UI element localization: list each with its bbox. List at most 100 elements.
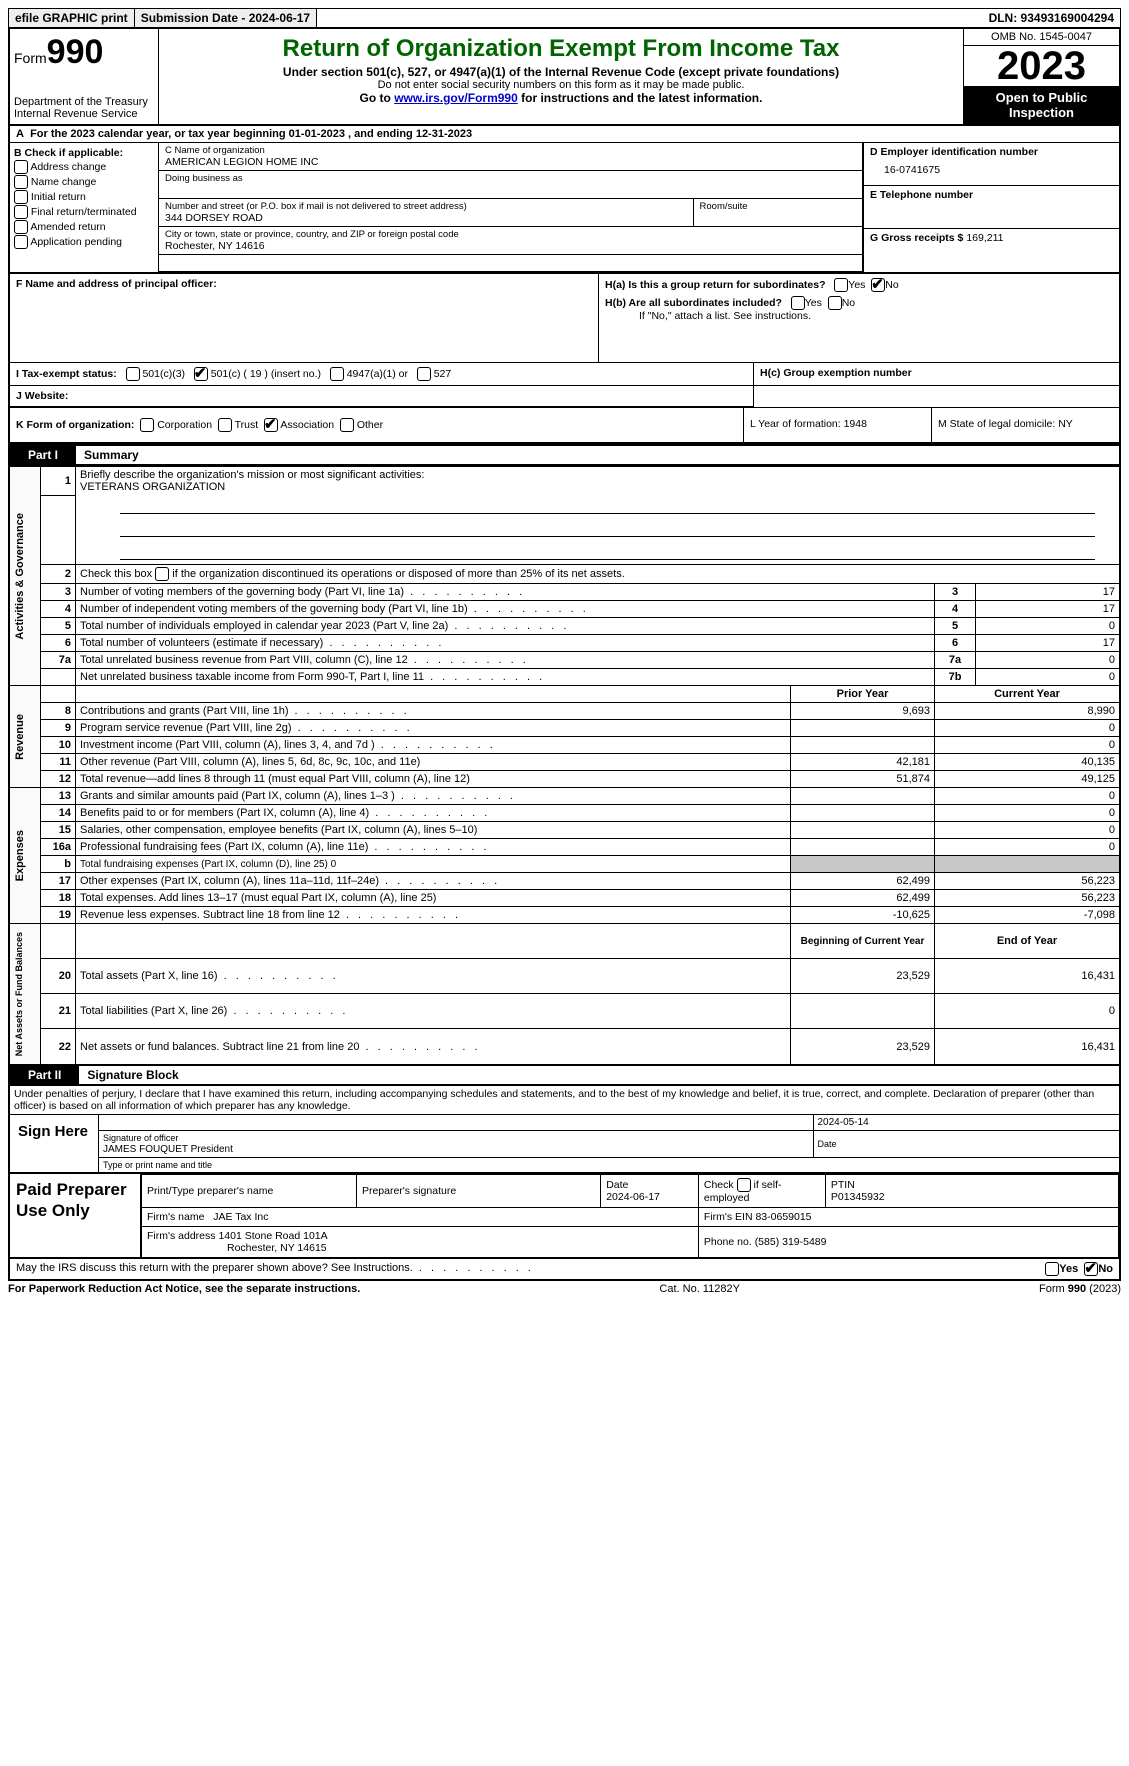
part1-title: Summary [76,446,147,464]
rev-row: 11Other revenue (Part VIII, column (A), … [9,754,1120,771]
vlabel-exp: Expenses [14,824,26,887]
prep-name-hdr: Print/Type preparer's name [142,1175,357,1208]
gov-row: 7aTotal unrelated business revenue from … [9,652,1120,669]
i-label: I Tax-exempt status: [16,368,117,380]
cb-address-change[interactable]: Address change [14,160,154,174]
firm-name: JAE Tax Inc [213,1211,268,1223]
form-title: Return of Organization Exempt From Incom… [163,35,959,63]
cb-corp[interactable] [140,418,154,432]
hb-no[interactable] [828,296,842,310]
cb-app-pending[interactable]: Application pending [14,235,154,249]
org-name: AMERICAN LEGION HOME INC [165,156,856,168]
dba-label: Doing business as [165,173,856,184]
c-name-label: C Name of organization [165,145,856,156]
tax-year: 2023 [964,46,1119,86]
hdr-current-year: Current Year [935,686,1121,703]
subtitle-3: Go to www.irs.gov/Form990 for instructio… [163,91,959,105]
efile-button[interactable]: efile GRAPHIC print [9,9,135,27]
gov-row: Net unrelated business taxable income fr… [9,669,1120,686]
phone-label: E Telephone number [870,189,1113,201]
line-a: A For the 2023 calendar year, or tax yea… [8,126,1121,143]
ha-yes[interactable] [834,278,848,292]
cb-name-change[interactable]: Name change [14,175,154,189]
sign-block: Sign Here 2024-05-14 Signature of office… [8,1114,1121,1174]
line-l: L Year of formation: 1948 [743,408,931,442]
part1-header: Part I Summary [8,444,1121,466]
cb-final-return[interactable]: Final return/terminated [14,205,154,219]
exp-row: 19Revenue less expenses. Subtract line 1… [9,907,1120,924]
part2-tag: Part II [10,1066,79,1084]
cb-4947[interactable] [330,367,344,381]
row-klm: K Form of organization: Corporation Trus… [8,408,1121,444]
col-b: B Check if applicable: Address change Na… [10,143,159,272]
discuss-no[interactable] [1084,1262,1098,1276]
cb-self-employed[interactable] [737,1178,751,1192]
penalties-text: Under penalties of perjury, I declare th… [8,1086,1121,1114]
subtitle-2: Do not enter social security numbers on … [163,79,959,91]
prep-selfemp: Check if self-employed [698,1175,825,1208]
h-a: H(a) Is this a group return for subordin… [605,278,1113,292]
q2-num: 2 [41,565,76,584]
h-c: H(c) Group exemption number [753,363,1119,386]
foot-left: For Paperwork Reduction Act Notice, see … [8,1283,360,1295]
footer: For Paperwork Reduction Act Notice, see … [8,1281,1121,1295]
exp-row: 15Salaries, other compensation, employee… [9,822,1120,839]
vlabel-gov: Activities & Governance [14,507,26,646]
cb-amended[interactable]: Amended return [14,220,154,234]
form-header: Form990 Department of the Treasury Inter… [8,29,1121,126]
net-row: 22Net assets or fund balances. Subtract … [9,1029,1120,1065]
k-label: K Form of organization: [16,419,134,431]
rev-row: 9Program service revenue (Part VIII, lin… [9,720,1120,737]
part2-title: Signature Block [79,1066,186,1084]
gov-row: 3Number of voting members of the governi… [9,584,1120,601]
q1-num: 1 [41,467,76,496]
cb-501c3[interactable] [126,367,140,381]
cb-527[interactable] [417,367,431,381]
hb-yes[interactable] [791,296,805,310]
city-label: City or town, state or province, country… [165,229,856,240]
rev-row: 10Investment income (Part VIII, column (… [9,737,1120,754]
foot-right: Form 990 (2023) [1039,1283,1121,1295]
cb-assoc[interactable] [264,418,278,432]
row-j: J Website: [8,386,1121,408]
q1-answer: VETERANS ORGANIZATION [80,481,225,493]
block-bcd: B Check if applicable: Address change Na… [8,143,1121,274]
top-bar: efile GRAPHIC print Submission Date - 20… [8,8,1121,29]
prep-date: 2024-06-17 [606,1191,660,1203]
part1-tag: Part I [10,446,76,464]
h-b2: If "No," attach a list. See instructions… [605,310,1113,322]
cb-501c[interactable] [194,367,208,381]
cb-trust[interactable] [218,418,232,432]
q2-text: Check this box if the organization disco… [76,565,1121,584]
net-row: 21Total liabilities (Part X, line 26)0 [9,994,1120,1029]
hdr-eoy: End of Year [935,924,1121,959]
b-label: B Check if applicable: [14,147,154,159]
foot-mid: Cat. No. 11282Y [659,1283,740,1295]
gov-row: 4Number of independent voting members of… [9,601,1120,618]
h-b: H(b) Are all subordinates included? Yes … [605,296,1113,310]
gross-value: 169,211 [966,232,1003,244]
firm-addr1: 1401 Stone Road 101A [218,1230,327,1242]
exp-row: 14Benefits paid to or for members (Part … [9,805,1120,822]
cb-discontinued[interactable] [155,567,169,581]
gross-label: G Gross receipts $ [870,232,963,244]
sig-officer-label: Signature of officer [103,1133,178,1143]
exp-row: 16aProfessional fundraising fees (Part I… [9,839,1120,856]
cb-other[interactable] [340,418,354,432]
discuss-yes[interactable] [1045,1262,1059,1276]
officer-name: JAMES FOUQUET President [103,1144,233,1155]
addr-label: Number and street (or P.O. box if mail i… [165,201,687,212]
line-m: M State of legal domicile: NY [931,408,1119,442]
cb-initial-return[interactable]: Initial return [14,190,154,204]
room-label: Room/suite [700,201,856,212]
firm-ein: 83-0659015 [755,1211,811,1223]
submission-date: Submission Date - 2024-06-17 [135,9,317,27]
ha-no[interactable] [871,278,885,292]
row-fh: F Name and address of principal officer:… [8,274,1121,363]
exp-row: bTotal fundraising expenses (Part IX, co… [9,856,1120,873]
irs-link[interactable]: www.irs.gov/Form990 [394,91,518,105]
subtitle-1: Under section 501(c), 527, or 4947(a)(1)… [163,65,959,79]
rev-row: 8Contributions and grants (Part VIII, li… [9,703,1120,720]
dept-treasury: Department of the Treasury Internal Reve… [14,96,154,120]
sign-here-label: Sign Here [10,1115,99,1172]
